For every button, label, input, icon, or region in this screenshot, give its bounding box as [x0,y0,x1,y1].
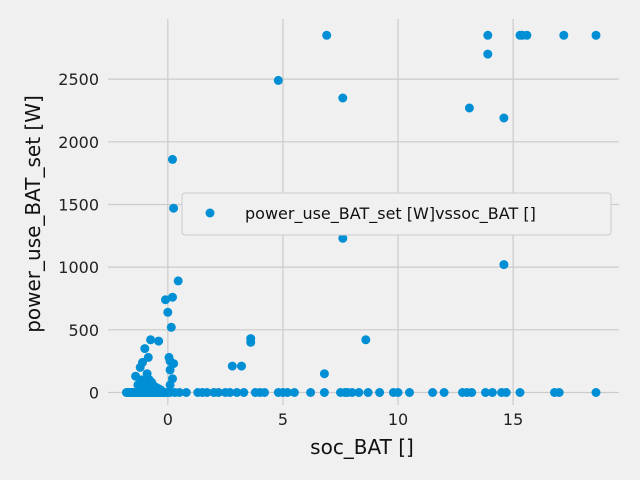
legend-marker [205,208,215,218]
x-axis-label: soc_BAT [] [310,435,414,459]
data-point [319,388,329,397]
legend: power_use_BAT_set [W]vssoc_BAT [] [181,192,612,236]
data-point [428,388,438,397]
data-point [260,388,269,397]
data-point [202,388,212,397]
data-point [246,334,256,344]
data-point [481,388,490,397]
data-point [354,388,364,397]
data-point [439,388,449,397]
data-point [225,388,235,397]
y-tick-label: 1500 [58,195,99,214]
data-point [467,388,477,397]
data-point [361,335,371,345]
data-point [306,388,316,397]
x-tick-labels: 0 5 10 15 [163,410,524,429]
data-point [174,388,184,397]
data-point [165,380,175,390]
data-point [169,203,179,213]
data-point [273,75,283,85]
data-point [163,307,173,317]
data-point [146,335,156,345]
y-tick-labels: 0 500 1000 1500 2000 2500 [58,70,99,402]
data-point [322,30,332,40]
data-point [168,292,177,302]
data-point [591,30,601,40]
data-point [483,49,493,59]
data-point [227,361,237,371]
data-point [393,388,403,397]
x-tick-label: 5 [278,410,288,429]
y-axis-label: power_use_BAT_set [W] [21,95,45,333]
data-point [499,260,509,270]
data-point [591,388,601,397]
data-point [347,388,357,397]
data-point [181,388,191,397]
data-point [214,388,223,397]
data-point [338,93,348,103]
data-point [237,361,246,371]
data-point [338,233,348,243]
data-point [169,359,179,369]
data-point [173,276,183,286]
data-point [156,385,166,395]
y-tick-label: 2000 [58,133,99,152]
data-point [239,388,249,397]
data-point [161,295,170,305]
legend-box [181,192,612,236]
data-point [140,344,150,354]
data-point [515,388,525,397]
y-tick-label: 1000 [58,258,99,277]
data-point [499,113,509,123]
data-point [363,388,373,397]
data-point [554,388,564,397]
data-point [487,388,497,397]
y-tick-label: 500 [68,321,99,340]
data-point [143,352,153,362]
data-point [464,103,474,113]
data-point [375,388,385,397]
data-point [501,388,511,397]
x-tick-label: 0 [163,410,173,429]
data-point [559,30,569,40]
x-tick-label: 10 [388,410,408,429]
data-point [154,336,164,346]
data-point [405,388,414,397]
data-point [166,322,176,332]
y-tick-label: 0 [89,383,99,402]
y-tick-label: 2500 [58,70,99,89]
x-tick-label: 15 [503,410,523,429]
legend-label: power_use_BAT_set [W]vssoc_BAT [] [245,204,536,224]
data-point [168,154,177,164]
data-point [483,30,493,40]
data-point [283,388,292,397]
data-point [319,369,329,379]
data-point [522,30,532,40]
data-points [121,30,601,397]
data-point [232,388,242,397]
data-point [289,388,299,397]
